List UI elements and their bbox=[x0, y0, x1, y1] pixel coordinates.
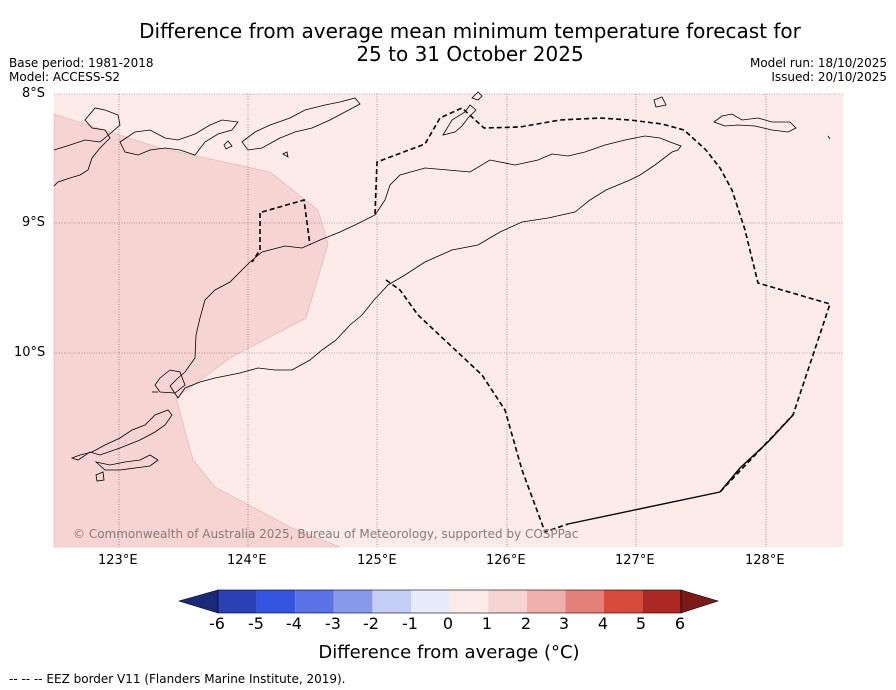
colorbar-tick-2: 2 bbox=[520, 614, 532, 633]
colorbar-bin-2 bbox=[256, 590, 296, 613]
colorbar-tick-0: 0 bbox=[442, 614, 454, 633]
lon-label-123: 123°E bbox=[98, 553, 138, 568]
colorbar-tick-m4: -4 bbox=[286, 614, 302, 633]
colorbar-tick-1: 1 bbox=[481, 614, 493, 633]
island-north-2 bbox=[653, 96, 667, 108]
colorbar-bin-1 bbox=[218, 590, 257, 613]
colorbar-bin-4 bbox=[333, 590, 373, 613]
colorbar-over-triangle bbox=[680, 589, 720, 614]
colorbar-tick-m6: -6 bbox=[209, 614, 225, 633]
issued-date: Issued: 20/10/2025 bbox=[771, 70, 887, 84]
lat-label-10s: 10°S bbox=[14, 345, 46, 360]
small-island-1 bbox=[95, 471, 105, 482]
meta-right: Model run: 18/10/2025 Issued: 20/10/2025 bbox=[750, 56, 887, 84]
eez-west-top bbox=[261, 198, 311, 246]
colorbar-bin-8 bbox=[488, 590, 527, 613]
eez-solid-segment bbox=[567, 414, 794, 525]
flores-coastline bbox=[53, 107, 121, 187]
lon-label-125: 125°E bbox=[357, 553, 397, 568]
island-north-1 bbox=[442, 104, 477, 136]
island-small-c bbox=[827, 135, 831, 140]
eez-south-segment bbox=[385, 279, 569, 534]
colorbar-bin-5 bbox=[372, 590, 411, 613]
eez-legend: -- -- -- EEZ border V11 (Flanders Marine… bbox=[9, 672, 346, 686]
copyright-text: © Commonwealth of Australia 2025, Bureau… bbox=[73, 527, 578, 541]
title-line-1: Difference from average mean minimum tem… bbox=[139, 19, 801, 43]
island-small-a bbox=[223, 140, 233, 150]
island-small-b bbox=[282, 151, 289, 158]
wetar-coastline bbox=[241, 97, 361, 151]
colorbar bbox=[177, 589, 720, 614]
gridlines bbox=[54, 93, 843, 547]
colorbar-outline bbox=[217, 589, 682, 614]
model-name: Model: ACCESS-S2 bbox=[9, 70, 121, 84]
colorbar-bin-3 bbox=[295, 590, 334, 613]
base-period: Base period: 1981-2018 bbox=[9, 56, 154, 70]
colorbar-tick-m3: -3 bbox=[325, 614, 341, 633]
colorbar-tick-6: 6 bbox=[674, 614, 686, 633]
colorbar-tick-m1: -1 bbox=[402, 614, 418, 633]
colorbar-bin-12 bbox=[642, 590, 682, 613]
lon-label-128: 128°E bbox=[745, 553, 785, 568]
eez-timor-leste-north bbox=[374, 107, 832, 493]
lon-label-124: 124°E bbox=[227, 553, 267, 568]
colorbar-tick-4: 4 bbox=[597, 614, 609, 633]
eez-west-segment bbox=[251, 213, 261, 263]
colorbar-bin-6 bbox=[411, 590, 450, 613]
title-line-2: 25 to 31 October 2025 bbox=[356, 42, 584, 66]
colorbar-title: Difference from average (°C) bbox=[318, 642, 580, 663]
lat-label-9s: 9°S bbox=[22, 215, 46, 230]
lon-label-127: 127°E bbox=[615, 553, 655, 568]
model-run: Model run: 18/10/2025 bbox=[749, 56, 887, 70]
colorbar-bin-9 bbox=[526, 590, 566, 613]
lon-label-126: 126°E bbox=[486, 553, 526, 568]
colorbar-bin-7 bbox=[449, 590, 489, 613]
colorbar-tick-m2: -2 bbox=[363, 614, 379, 633]
alor-coastline bbox=[119, 119, 239, 156]
timor-coastline bbox=[169, 135, 682, 399]
colorbar-bin-11 bbox=[604, 590, 643, 613]
coastlines bbox=[53, 91, 831, 482]
colorbar-bin-10 bbox=[565, 590, 604, 613]
colorbar-tick-m5: -5 bbox=[248, 614, 264, 633]
colorbar-tick-5: 5 bbox=[635, 614, 647, 633]
map-title: Difference from average mean minimum tem… bbox=[0, 20, 896, 66]
eez-borders bbox=[251, 107, 832, 534]
lat-label-8s: 8°S bbox=[22, 86, 46, 101]
small-island-2 bbox=[94, 454, 159, 471]
colorbar-under-triangle bbox=[177, 589, 219, 614]
island-east-1 bbox=[713, 113, 797, 133]
meta-left: Base period: 1981-2018 Model: ACCESS-S2 bbox=[9, 56, 154, 84]
rote-coastline bbox=[154, 369, 186, 394]
island-northeast bbox=[471, 91, 483, 101]
sumba-coastline bbox=[70, 409, 173, 461]
colorbar-tick-3: 3 bbox=[558, 614, 570, 633]
